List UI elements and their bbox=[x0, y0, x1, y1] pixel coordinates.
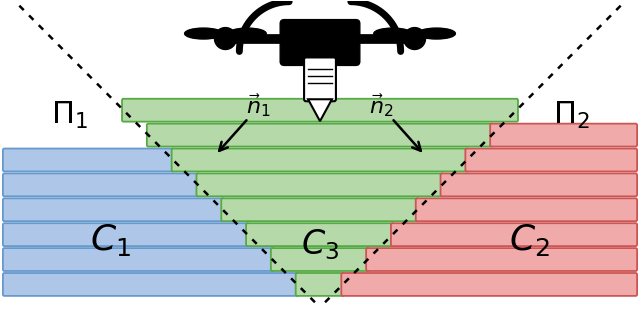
Circle shape bbox=[404, 28, 426, 50]
Text: $\Pi_1$: $\Pi_1$ bbox=[51, 100, 88, 131]
FancyBboxPatch shape bbox=[341, 273, 637, 296]
FancyBboxPatch shape bbox=[147, 124, 493, 147]
FancyBboxPatch shape bbox=[3, 149, 175, 171]
Text: $C_3$: $C_3$ bbox=[301, 227, 339, 262]
FancyBboxPatch shape bbox=[366, 248, 637, 271]
Polygon shape bbox=[308, 99, 332, 121]
FancyBboxPatch shape bbox=[416, 198, 637, 221]
FancyBboxPatch shape bbox=[3, 173, 200, 196]
FancyBboxPatch shape bbox=[280, 19, 360, 65]
Ellipse shape bbox=[228, 28, 266, 39]
Ellipse shape bbox=[374, 28, 412, 39]
FancyBboxPatch shape bbox=[3, 198, 224, 221]
FancyBboxPatch shape bbox=[221, 198, 419, 221]
Text: $C_2$: $C_2$ bbox=[509, 222, 550, 257]
FancyBboxPatch shape bbox=[246, 223, 394, 246]
Ellipse shape bbox=[417, 28, 456, 39]
FancyBboxPatch shape bbox=[490, 124, 637, 147]
FancyBboxPatch shape bbox=[3, 248, 274, 271]
FancyBboxPatch shape bbox=[391, 223, 637, 246]
FancyBboxPatch shape bbox=[465, 149, 637, 171]
Text: $\Pi_2$: $\Pi_2$ bbox=[552, 100, 589, 131]
FancyBboxPatch shape bbox=[296, 273, 344, 296]
FancyBboxPatch shape bbox=[271, 248, 369, 271]
FancyBboxPatch shape bbox=[3, 223, 249, 246]
Text: $\vec{n}_1$: $\vec{n}_1$ bbox=[246, 92, 271, 119]
Text: $\vec{n}_2$: $\vec{n}_2$ bbox=[369, 92, 394, 119]
Circle shape bbox=[214, 28, 236, 50]
FancyBboxPatch shape bbox=[196, 173, 444, 196]
FancyBboxPatch shape bbox=[304, 57, 336, 101]
FancyBboxPatch shape bbox=[440, 173, 637, 196]
FancyBboxPatch shape bbox=[3, 273, 299, 296]
Ellipse shape bbox=[184, 28, 223, 39]
FancyBboxPatch shape bbox=[122, 99, 518, 122]
FancyBboxPatch shape bbox=[172, 149, 468, 171]
Text: $C_1$: $C_1$ bbox=[90, 222, 131, 257]
